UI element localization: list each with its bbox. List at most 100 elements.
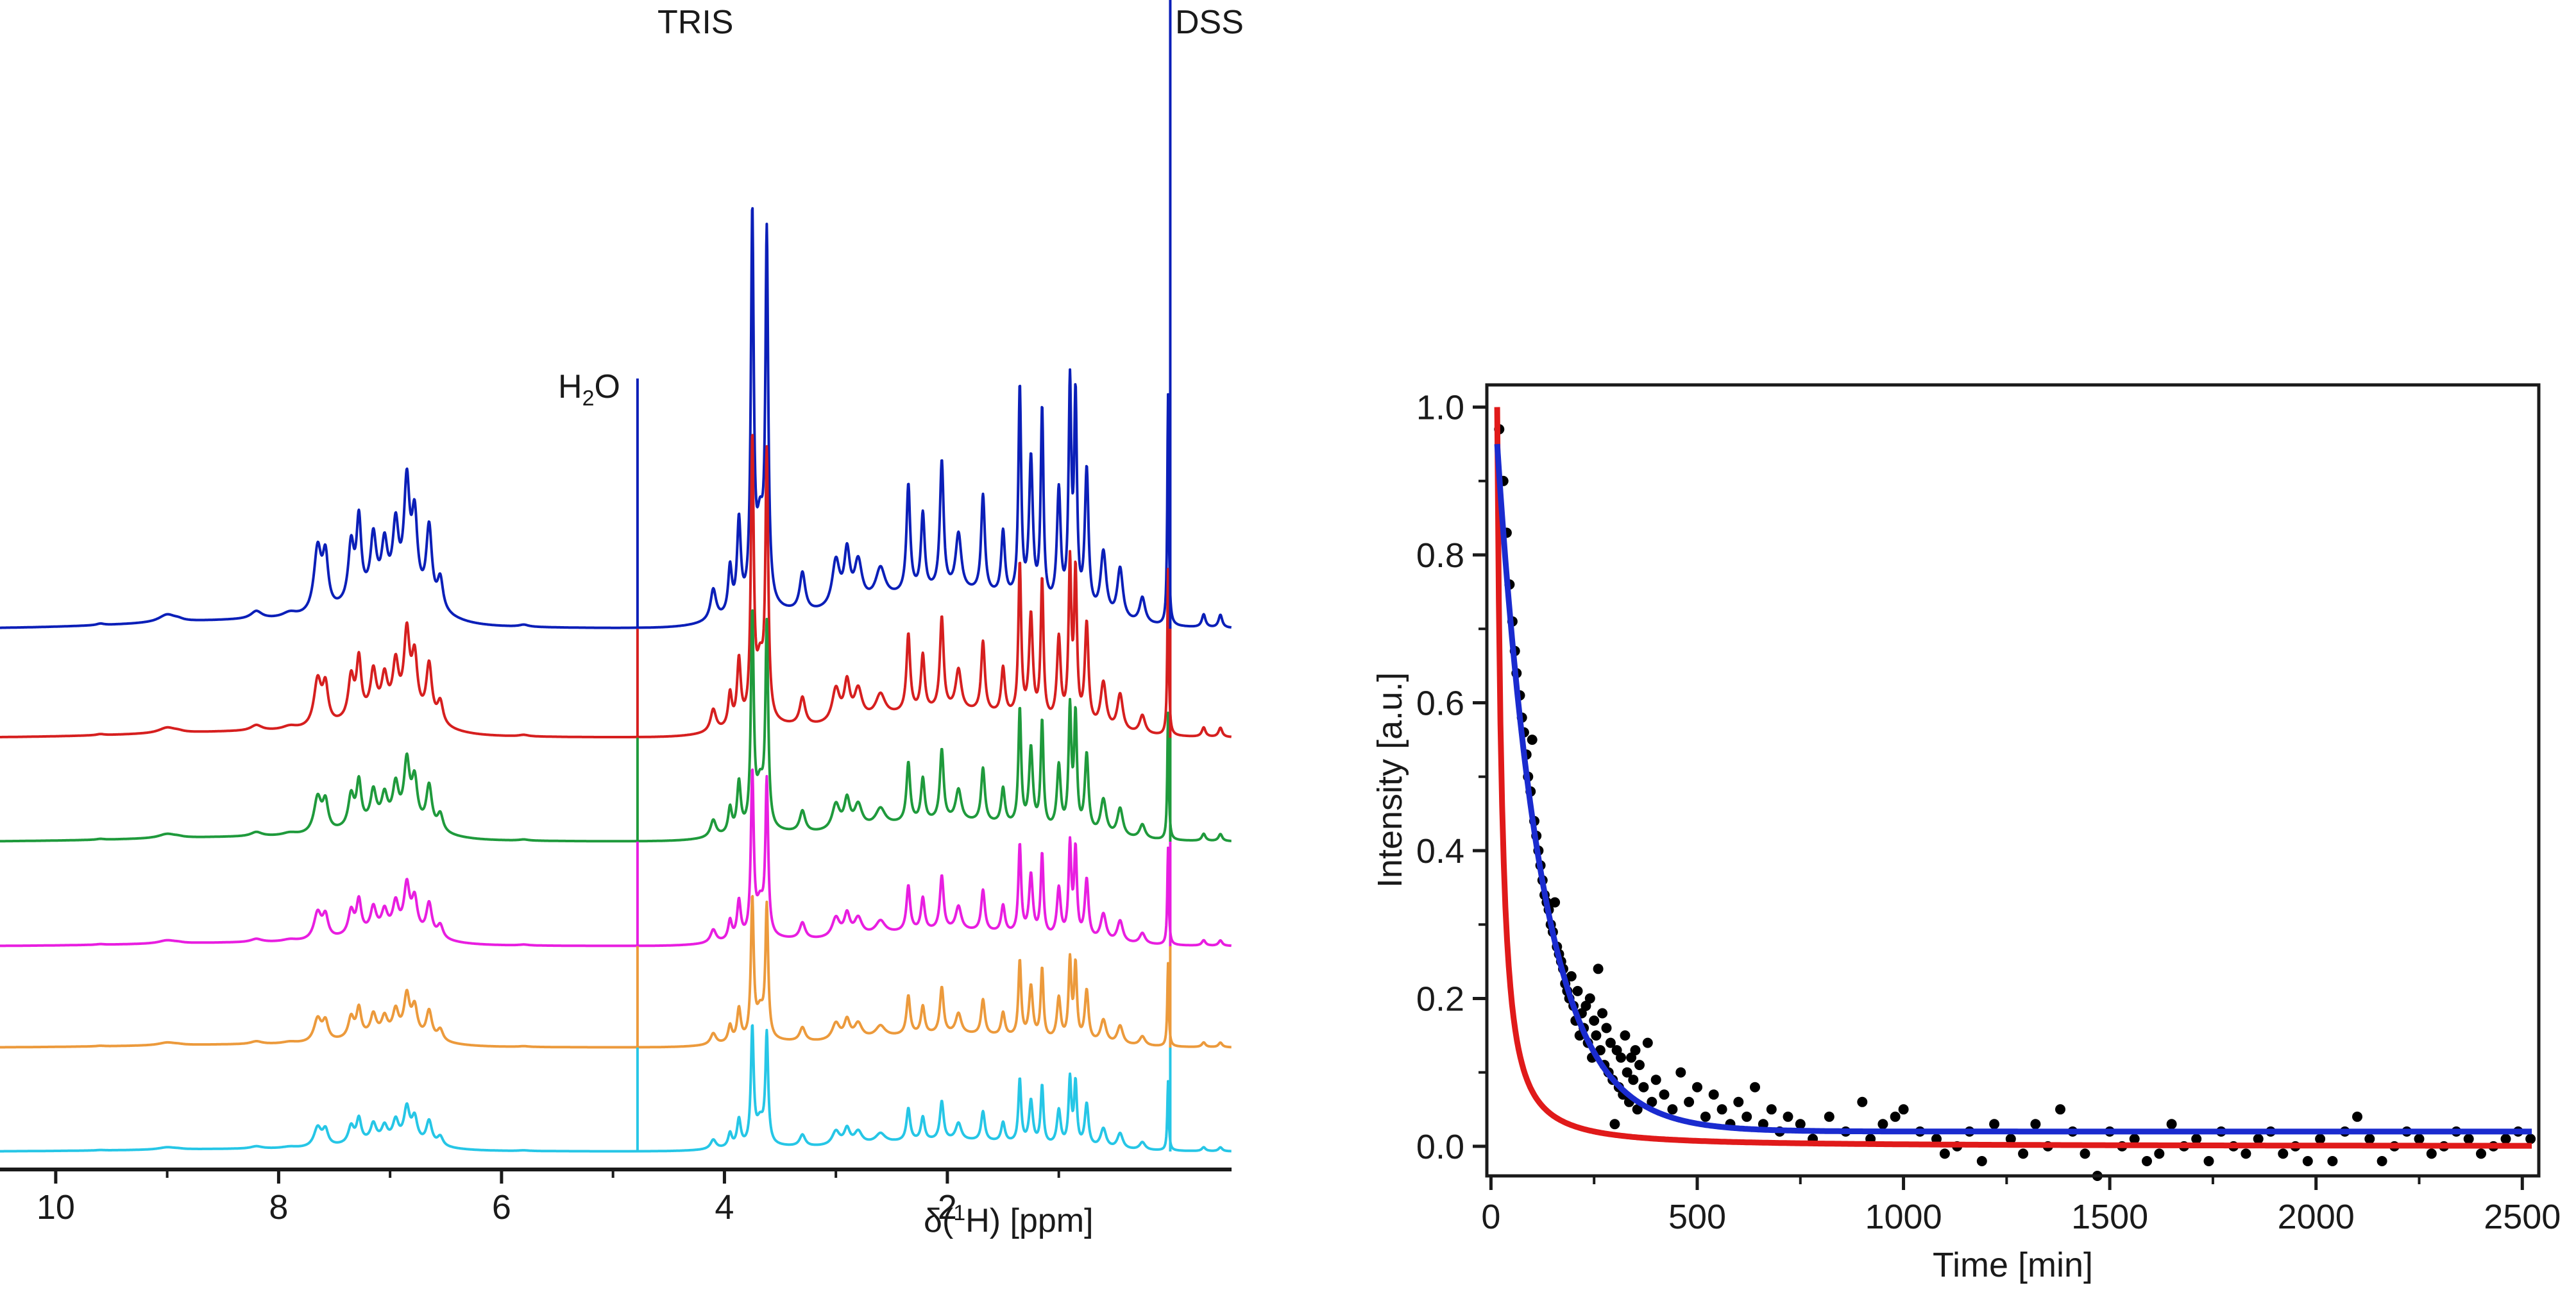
intensity-tick-label: 1.0 xyxy=(1416,389,1464,427)
data-point xyxy=(1976,1156,1987,1166)
data-point xyxy=(1795,1119,1806,1130)
data-point xyxy=(1620,1030,1631,1041)
data-point xyxy=(1591,1030,1602,1041)
decay-y-axis-title: Intensity [a.u.] xyxy=(1371,672,1409,888)
data-point xyxy=(1593,964,1604,974)
spectrum-trace-2 xyxy=(0,434,1232,738)
data-point xyxy=(2203,1156,2214,1166)
data-point xyxy=(2278,1148,2289,1159)
data-point xyxy=(1650,1075,1661,1085)
data-point xyxy=(1609,1119,1620,1130)
data-point xyxy=(1659,1089,1670,1100)
data-point xyxy=(2414,1134,2425,1144)
decay-plot-frame xyxy=(1485,383,2541,1178)
data-point xyxy=(1824,1111,1835,1122)
ppm-tick-label: 2 xyxy=(938,1188,957,1227)
data-point xyxy=(1733,1096,1744,1107)
data-point xyxy=(1783,1111,1793,1122)
data-point xyxy=(1675,1067,1686,1078)
spectrum-trace-3 xyxy=(0,609,1232,843)
data-point xyxy=(1566,971,1577,982)
ppm-axis-ticks: 10 8 6 4 2 xyxy=(37,1169,1060,1227)
data-point xyxy=(1667,1104,1678,1115)
intensity-tick-label: 0.0 xyxy=(1416,1128,1464,1166)
spectra-traces xyxy=(0,207,1232,1153)
data-point xyxy=(1931,1134,1942,1144)
decay-plot-panel: 0 500 1000 1500 2000 2500 0.0 0.2 0.4 0.6 0.8 1.0 T… xyxy=(1371,383,2561,1284)
data-point xyxy=(2166,1119,2177,1130)
red-fit-curve xyxy=(1494,407,2533,1149)
decay-fit-curves xyxy=(1494,407,2533,1149)
data-point xyxy=(1642,1037,1653,1048)
data-point xyxy=(2352,1111,2362,1122)
data-point xyxy=(1630,1045,1641,1056)
data-point xyxy=(1898,1104,1909,1115)
data-point xyxy=(2463,1134,2474,1144)
data-point xyxy=(2142,1156,2152,1166)
data-point xyxy=(1700,1111,1711,1122)
data-point xyxy=(2080,1148,2090,1159)
time-tick-label: 500 xyxy=(1668,1198,1726,1236)
data-point xyxy=(1638,1082,1649,1092)
data-point xyxy=(2364,1134,2375,1144)
data-point xyxy=(2327,1156,2338,1166)
reference-marker-lines xyxy=(636,0,1172,1152)
decay-x-axis-title: Time [min] xyxy=(1933,1246,2093,1284)
data-point xyxy=(1572,985,1583,996)
data-point xyxy=(1550,897,1561,908)
data-point xyxy=(1616,1052,1626,1063)
data-point xyxy=(1605,1037,1616,1048)
data-point xyxy=(1939,1148,1950,1159)
data-point xyxy=(2055,1104,2065,1115)
data-point xyxy=(1877,1119,1888,1130)
data-point xyxy=(2030,1119,2041,1130)
time-tick-label: 1500 xyxy=(2071,1198,2148,1236)
data-point xyxy=(2005,1134,2016,1144)
h2o-label: H2O xyxy=(558,368,620,411)
time-tick-label: 0 xyxy=(1481,1198,1500,1236)
data-point xyxy=(2154,1148,2165,1159)
data-point xyxy=(1647,1096,1657,1107)
data-point xyxy=(1741,1111,1752,1122)
intensity-tick-label: 0.6 xyxy=(1416,684,1464,723)
data-point xyxy=(2191,1134,2202,1144)
data-point xyxy=(1628,1075,1639,1085)
data-point xyxy=(2253,1134,2264,1144)
data-point xyxy=(2241,1148,2251,1159)
ppm-axis-title: δ(1H) [ppm] xyxy=(924,1201,1094,1239)
data-point xyxy=(2315,1134,2326,1144)
ppm-tick-label: 6 xyxy=(492,1188,511,1227)
intensity-tick-label: 0.8 xyxy=(1416,536,1464,575)
time-tick-label: 1000 xyxy=(1865,1198,1942,1236)
data-point xyxy=(1708,1089,1719,1100)
spectrum-trace-5 xyxy=(0,895,1232,1049)
data-point xyxy=(1989,1119,2000,1130)
data-point xyxy=(1857,1096,1868,1107)
data-point xyxy=(2302,1156,2313,1166)
data-point xyxy=(1595,1045,1606,1056)
data-point xyxy=(1716,1104,1727,1115)
data-point xyxy=(1890,1111,1901,1122)
data-point xyxy=(1584,993,1595,1004)
tris-label: TRIS xyxy=(657,4,733,41)
spectrum-trace-4 xyxy=(0,768,1232,948)
intensity-tick-label: 0.4 xyxy=(1416,832,1464,871)
data-point xyxy=(1601,1023,1612,1033)
blue-fit-curve xyxy=(1494,443,2533,1135)
data-point xyxy=(1634,1060,1645,1071)
data-point xyxy=(1597,1008,1608,1019)
data-point xyxy=(1632,1104,1643,1115)
data-point xyxy=(1589,1016,1600,1026)
data-point xyxy=(2525,1134,2536,1144)
data-point xyxy=(1766,1104,1777,1115)
ppm-tick-label: 8 xyxy=(269,1188,288,1227)
data-point xyxy=(2018,1148,2029,1159)
decay-axis-ticks: 0 500 1000 1500 2000 2500 0.0 0.2 0.4 0.6 0.8 1.0 xyxy=(1416,389,2561,1236)
data-point xyxy=(1758,1119,1768,1130)
data-point xyxy=(1622,1067,1632,1078)
data-point xyxy=(2476,1148,2486,1159)
data-point xyxy=(1692,1082,1702,1092)
data-point xyxy=(1527,735,1538,745)
data-point xyxy=(1750,1082,1760,1092)
